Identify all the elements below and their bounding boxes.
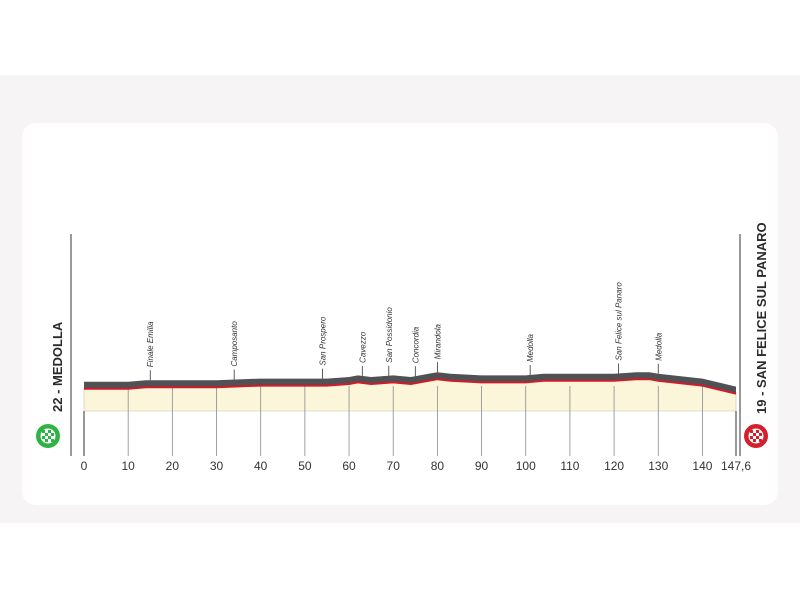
- town-label: Finale Emilia: [146, 321, 155, 367]
- x-tick-label: 50: [298, 459, 312, 473]
- x-tick-label: 140: [692, 459, 712, 473]
- finish-flag-icon-check: [750, 430, 753, 433]
- finish-flag-icon-check: [759, 433, 762, 436]
- finish-flag-icon-check: [750, 436, 753, 439]
- town-label: Camposanto: [230, 321, 239, 367]
- x-tick-label: 147,6: [721, 459, 751, 473]
- x-tick-label: 40: [254, 459, 268, 473]
- start-label: 22 - MEDOLLA: [50, 321, 65, 412]
- town-label: Medolla: [526, 333, 535, 362]
- x-tick-label: 0: [81, 459, 88, 473]
- chart-card: [22, 123, 778, 505]
- start-flag-icon-check: [42, 430, 45, 433]
- start-flag-icon-check: [51, 439, 54, 442]
- finish-flag-icon-check: [753, 439, 756, 442]
- finish-flag-icon-check: [753, 433, 756, 436]
- road-line: [84, 378, 737, 395]
- x-tick-label: 60: [342, 459, 356, 473]
- finish-flag-icon-check: [756, 436, 759, 439]
- profile-top-band: [84, 372, 736, 394]
- start-flag-icon-check: [48, 430, 51, 433]
- x-tick-label: 100: [516, 459, 536, 473]
- town-label: Mirandola: [433, 324, 442, 360]
- start-flag-icon-check: [51, 433, 54, 436]
- finish-label: 19 - SAN FELICE SUL PANARO: [754, 222, 769, 414]
- start-flag-icon-check: [45, 433, 48, 436]
- x-tick-label: 80: [431, 459, 445, 473]
- town-label: San Felice sul Panaro: [614, 282, 623, 361]
- x-tick-label: 20: [166, 459, 180, 473]
- town-label: Medolla: [654, 332, 663, 361]
- start-flag-icon-check: [45, 439, 48, 442]
- x-tick-label: 120: [604, 459, 624, 473]
- start-flag-icon: [36, 424, 60, 448]
- finish-flag-icon: [744, 424, 768, 448]
- start-flag-icon-check: [42, 436, 45, 439]
- town-label: Cavezzo: [358, 331, 367, 363]
- x-tick-label: 90: [475, 459, 489, 473]
- finish-flag-icon-check: [756, 430, 759, 433]
- x-tick-label: 130: [648, 459, 668, 473]
- town-label: Concordia: [411, 326, 420, 363]
- x-tick-label: 10: [121, 459, 135, 473]
- start-flag-icon-check: [48, 436, 51, 439]
- x-tick-label: 110: [560, 459, 579, 473]
- x-tick-label: 30: [210, 459, 224, 473]
- finish-flag-icon-check: [759, 439, 762, 442]
- town-label: San Possidonio: [385, 307, 394, 363]
- town-label: San Prospero: [319, 316, 328, 365]
- x-tick-label: 70: [387, 459, 401, 473]
